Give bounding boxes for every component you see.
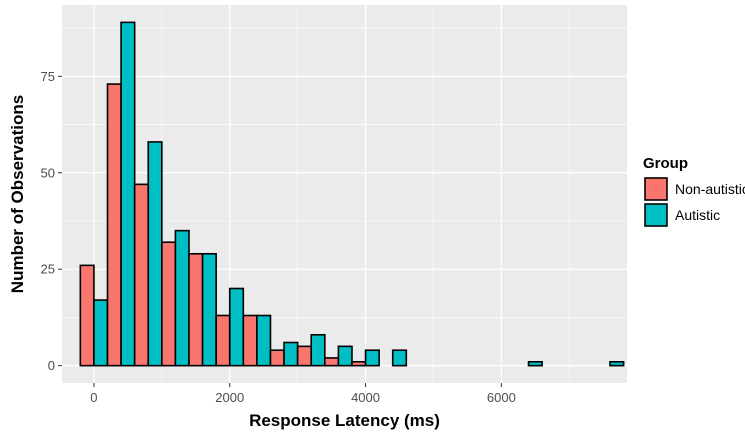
- y-axis: 0 25 50 75: [41, 69, 62, 373]
- bar-autistic-2000: [228, 287, 245, 367]
- x-tick-label: 2000: [215, 390, 244, 405]
- bar-autistic-6400: [527, 360, 543, 367]
- bar-autistic-4000: [364, 349, 380, 367]
- bar-autistic-1200: [174, 229, 190, 367]
- bar-autistic-7600: [609, 360, 625, 367]
- x-tick-label: 0: [90, 390, 97, 405]
- y-tick-label: 50: [41, 165, 55, 180]
- bar-non-autistic-1600: [188, 252, 204, 367]
- histogram-bars: [79, 21, 625, 367]
- bar-non-autistic-2800: [269, 349, 285, 367]
- bar-autistic-2800: [283, 341, 299, 367]
- legend-key-non-autistic: [644, 177, 668, 201]
- bar-autistic-3200: [310, 333, 326, 367]
- y-tick-label: 75: [41, 69, 55, 84]
- legend-key-autistic: [644, 203, 668, 227]
- bar-non-autistic-2400: [242, 314, 258, 367]
- bar-non-autistic-2000: [215, 314, 231, 367]
- bar-non-autistic-1200: [161, 241, 177, 367]
- x-tick-label: 6000: [487, 390, 516, 405]
- legend-title: Group: [643, 155, 688, 172]
- legend: Group Non-autistic Autistic: [643, 155, 745, 227]
- bar-autistic-2400: [256, 314, 272, 367]
- bar-autistic-4400: [391, 349, 408, 367]
- x-tick-label: 4000: [351, 390, 380, 405]
- y-axis-title: Number of Observations: [8, 95, 27, 293]
- bar-non-autistic-800: [133, 183, 150, 367]
- y-tick-label: 25: [41, 262, 55, 277]
- bar-autistic-3600: [337, 345, 353, 367]
- bar-autistic-0: [93, 299, 109, 367]
- bar-autistic-800: [147, 141, 163, 367]
- bar-non-autistic-4000: [351, 360, 367, 367]
- bar-autistic-400: [120, 21, 136, 367]
- legend-label-non-autistic: Non-autistic: [675, 181, 745, 197]
- bar-non-autistic-400: [106, 83, 122, 367]
- x-axis-title: Response Latency (ms): [249, 411, 440, 430]
- y-tick-label: 0: [48, 358, 55, 373]
- minor-gridlines: [62, 5, 627, 383]
- bar-autistic-1600: [201, 252, 217, 367]
- legend-label-autistic: Autistic: [675, 207, 720, 223]
- bar-non-autistic-0: [79, 264, 95, 367]
- bar-non-autistic-3600: [324, 357, 340, 367]
- bar-non-autistic-3200: [296, 345, 313, 367]
- x-axis: 0 2000 4000 6000: [90, 383, 516, 405]
